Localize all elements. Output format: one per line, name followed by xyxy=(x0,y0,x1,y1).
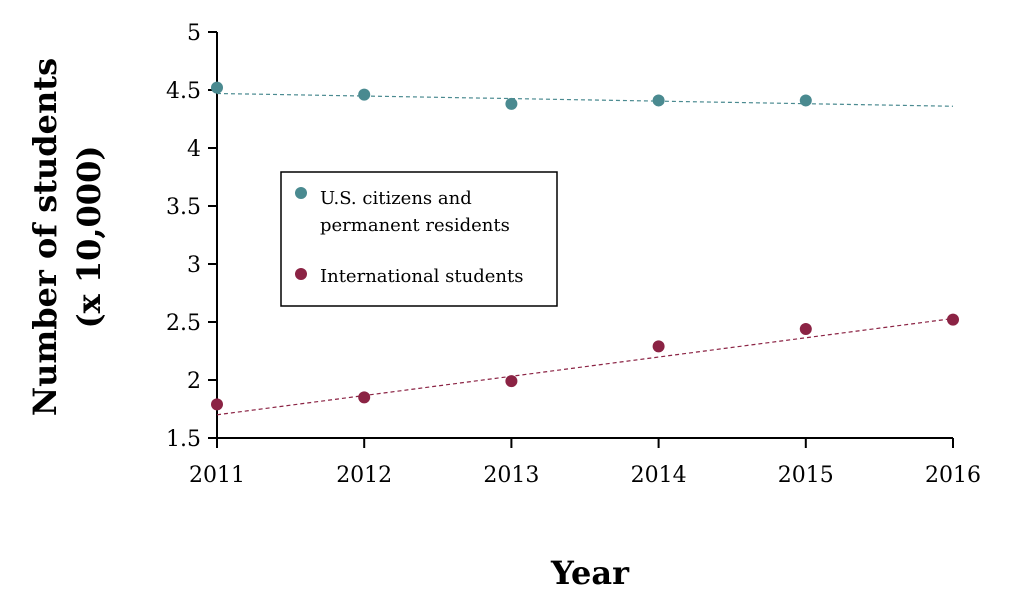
y-tick-label: 2 xyxy=(187,369,201,394)
data-point-series-1 xyxy=(505,375,518,388)
y-axis-title-line2: (x 10,000) xyxy=(70,146,108,329)
x-axis-title: Year xyxy=(550,554,630,592)
legend-marker-us xyxy=(295,187,307,199)
trendlines xyxy=(216,92,954,416)
data-point-series-0 xyxy=(358,88,371,101)
trendline-series-1 xyxy=(216,317,954,416)
legend: U.S. citizens and permanent residents In… xyxy=(280,171,558,307)
data-point-series-1 xyxy=(211,398,223,411)
y-tick-label: 2.5 xyxy=(166,311,201,336)
data-point-series-0 xyxy=(211,81,223,94)
legend-label-us-line2: permanent residents xyxy=(320,215,510,236)
data-point-series-0 xyxy=(652,94,665,107)
legend-label-us-line1: U.S. citizens and xyxy=(320,188,472,209)
x-tick-label: 2015 xyxy=(778,463,834,488)
legend-label-international: International students xyxy=(320,266,523,287)
legend-marker-international xyxy=(295,268,307,280)
y-axis-title-line1: Number of students xyxy=(26,58,64,416)
data-point-series-1 xyxy=(358,391,371,404)
data-point-series-1 xyxy=(947,313,959,326)
data-points xyxy=(211,81,959,411)
x-tick-label: 2013 xyxy=(483,463,539,488)
legend-box xyxy=(280,171,558,307)
data-point-series-1 xyxy=(799,322,812,335)
x-tick-label: 2016 xyxy=(925,463,981,488)
y-tick-label: 4.5 xyxy=(166,79,201,104)
y-tick-label: 3.5 xyxy=(166,195,201,220)
trendline-series-0 xyxy=(216,92,954,107)
data-point-series-0 xyxy=(799,94,812,107)
x-tick-label: 2011 xyxy=(189,463,245,488)
y-tick-label: 3 xyxy=(187,253,201,278)
data-point-series-1 xyxy=(652,340,665,353)
x-tick-label: 2012 xyxy=(336,463,392,488)
y-tick-label: 5 xyxy=(187,21,201,46)
data-point-series-0 xyxy=(505,97,518,110)
x-tick-label: 2014 xyxy=(631,463,687,488)
y-tick-label: 1.5 xyxy=(166,427,201,452)
y-tick-label: 4 xyxy=(187,137,201,162)
